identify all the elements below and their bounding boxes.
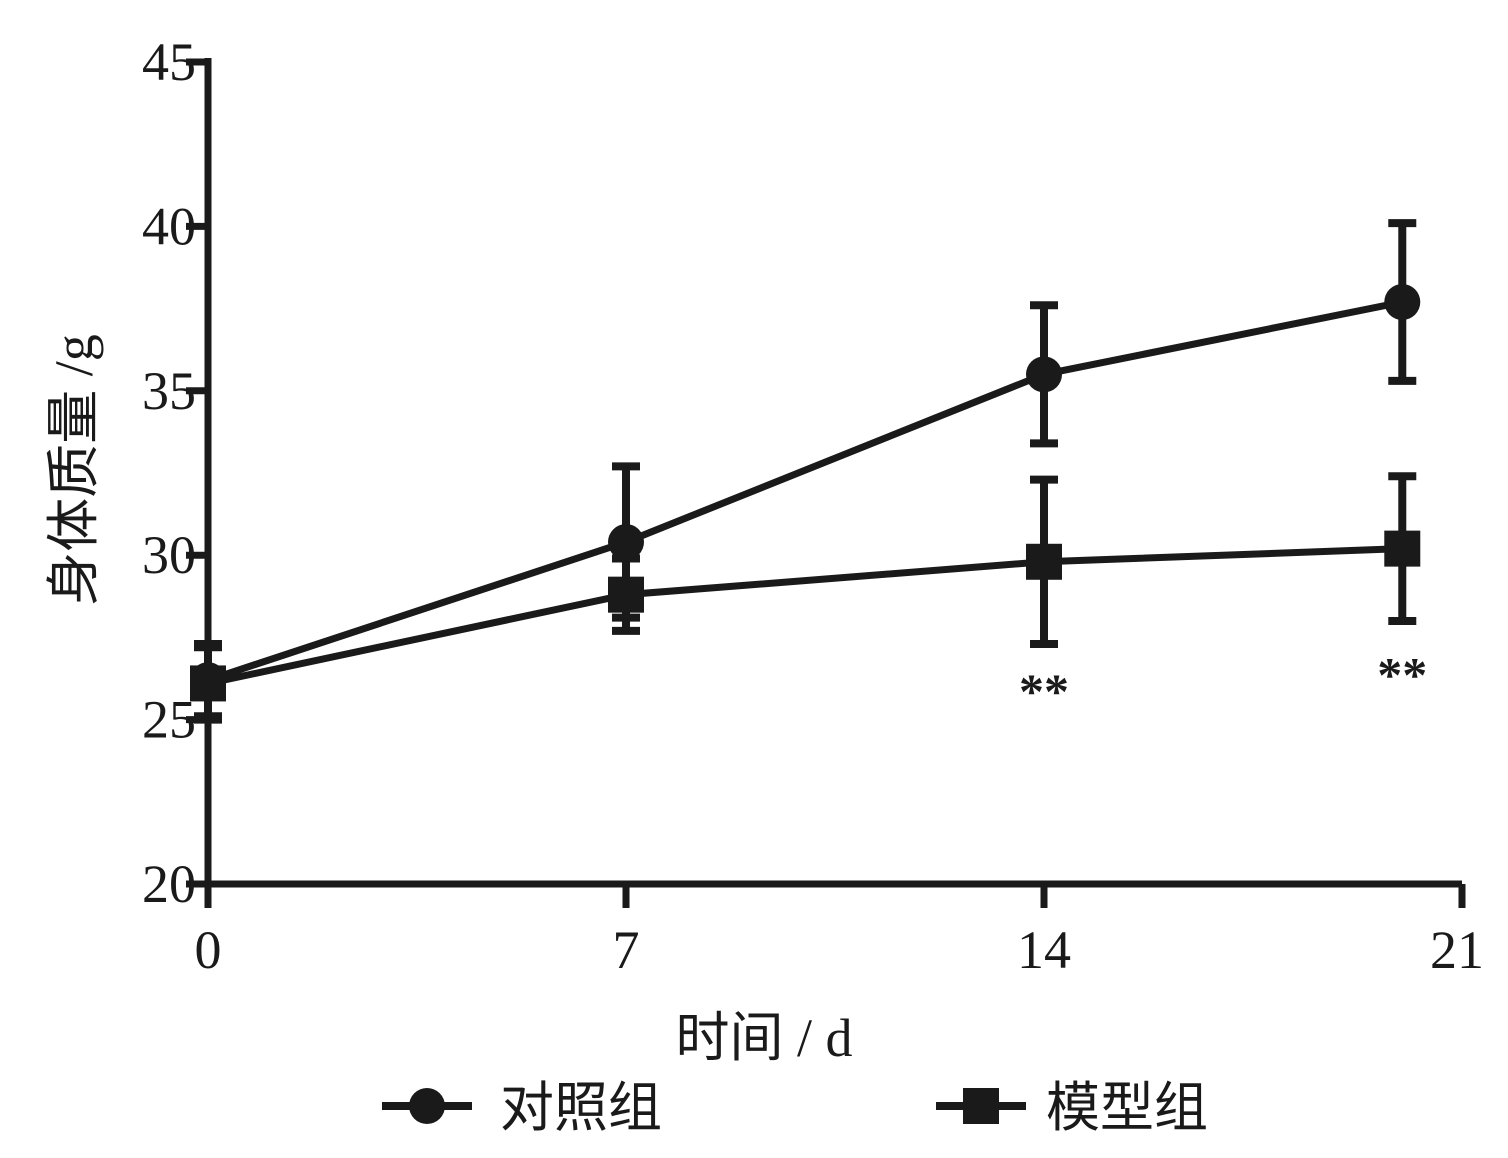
- y-tick-label: 30: [142, 525, 196, 585]
- series-line: [207, 545, 1403, 687]
- legend-marker-circle: [409, 1088, 445, 1124]
- significance-marker: **: [1019, 663, 1069, 719]
- x-tick-label: 0: [195, 920, 222, 980]
- legend-item-model: 模型组: [936, 1078, 1208, 1138]
- legend-label-model: 模型组: [1046, 1078, 1208, 1138]
- data-point-square: [1384, 530, 1421, 567]
- legend-item-control: 对照组: [382, 1078, 662, 1138]
- y-tick-label: 40: [142, 196, 196, 256]
- legend: 对照组 模型组: [382, 1078, 1208, 1138]
- significance-marker: **: [1377, 647, 1427, 703]
- annotations: ** **: [1019, 647, 1427, 719]
- legend-label-control: 对照组: [500, 1078, 662, 1138]
- series-layer: [190, 219, 1421, 724]
- y-tick-label: 20: [142, 854, 196, 914]
- y-tick-label: 45: [142, 32, 196, 92]
- x-tick-label: 14: [1017, 920, 1071, 980]
- series-control: [190, 219, 1421, 721]
- series-line: [206, 298, 1403, 684]
- axes: 20 25 30 35 40 45 0 7 14 21: [142, 32, 1484, 980]
- y-tick-label: 35: [142, 361, 196, 421]
- data-point-circle: [1384, 284, 1421, 321]
- x-tick-label: 21: [1430, 920, 1484, 980]
- x-axis-title: 时间 / d: [675, 1008, 852, 1068]
- data-point-square: [1026, 543, 1062, 580]
- data-point-square: [608, 576, 644, 613]
- series-model: [190, 472, 1421, 724]
- y-axis-title: 身体质量 /g: [44, 334, 104, 606]
- legend-marker-square: [963, 1088, 999, 1124]
- y-tick-label: 25: [142, 690, 196, 750]
- data-point-circle: [608, 524, 644, 561]
- data-point-circle: [1026, 356, 1062, 393]
- data-point-square: [190, 665, 226, 702]
- x-tick-label: 7: [613, 920, 640, 980]
